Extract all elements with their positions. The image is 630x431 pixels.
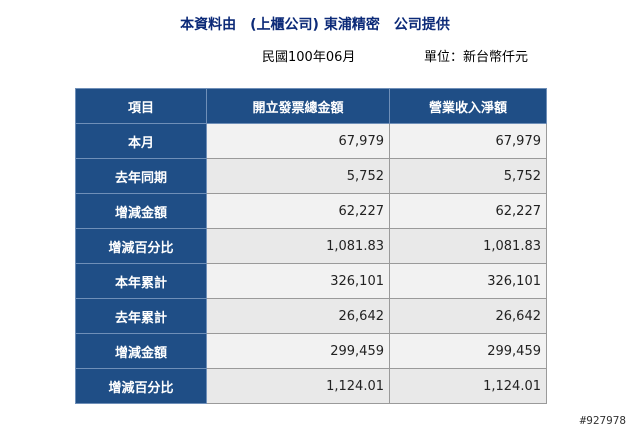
row-label: 去年同期 — [75, 158, 207, 194]
table-row: 本月 67,979 67,979 — [75, 123, 547, 159]
table-header-row: 項目 開立發票總金額 營業收入淨額 — [75, 88, 547, 124]
table-row: 本年累計 326,101 326,101 — [75, 263, 547, 299]
row-label: 增減金額 — [75, 193, 207, 229]
report-period: 民國100年06月 — [262, 50, 356, 65]
invoice-total-cell: 62,227 — [206, 193, 390, 229]
invoice-total-cell: 67,979 — [206, 123, 390, 159]
table-row: 去年同期 5,752 5,752 — [75, 158, 547, 194]
row-label: 本年累計 — [75, 263, 207, 299]
row-label: 增減百分比 — [75, 228, 207, 264]
invoice-total-cell: 326,101 — [206, 263, 390, 299]
column-header-net-revenue: 營業收入淨額 — [389, 88, 547, 124]
table-row: 增減金額 62,227 62,227 — [75, 193, 547, 229]
page-title: 本資料由 (上櫃公司) 東浦精密 公司提供 — [180, 17, 450, 33]
invoice-total-cell: 26,642 — [206, 298, 390, 334]
table-row: 增減百分比 1,124.01 1,124.01 — [75, 368, 547, 404]
column-header-item: 項目 — [75, 88, 207, 124]
table-row: 增減金額 299,459 299,459 — [75, 333, 547, 369]
row-label: 去年累計 — [75, 298, 207, 334]
net-revenue-cell: 1,124.01 — [389, 368, 547, 404]
currency-unit: 單位：新台幣仟元 — [424, 50, 529, 65]
invoice-total-cell: 299,459 — [206, 333, 390, 369]
net-revenue-cell: 1,081.83 — [389, 228, 547, 264]
revenue-table: 項目 開立發票總金額 營業收入淨額 本月 67,979 67,979 去年同期 … — [75, 88, 547, 404]
row-label: 本月 — [75, 123, 207, 159]
row-label: 增減金額 — [75, 333, 207, 369]
net-revenue-cell: 5,752 — [389, 158, 547, 194]
net-revenue-cell: 26,642 — [389, 298, 547, 334]
watermark-id: #927978 — [579, 414, 626, 427]
net-revenue-cell: 67,979 — [389, 123, 547, 159]
table-row: 去年累計 26,642 26,642 — [75, 298, 547, 334]
net-revenue-cell: 326,101 — [389, 263, 547, 299]
invoice-total-cell: 5,752 — [206, 158, 390, 194]
net-revenue-cell: 299,459 — [389, 333, 547, 369]
row-label: 增減百分比 — [75, 368, 207, 404]
net-revenue-cell: 62,227 — [389, 193, 547, 229]
invoice-total-cell: 1,081.83 — [206, 228, 390, 264]
table-row: 增減百分比 1,081.83 1,081.83 — [75, 228, 547, 264]
invoice-total-cell: 1,124.01 — [206, 368, 390, 404]
column-header-invoice-total: 開立發票總金額 — [206, 88, 390, 124]
